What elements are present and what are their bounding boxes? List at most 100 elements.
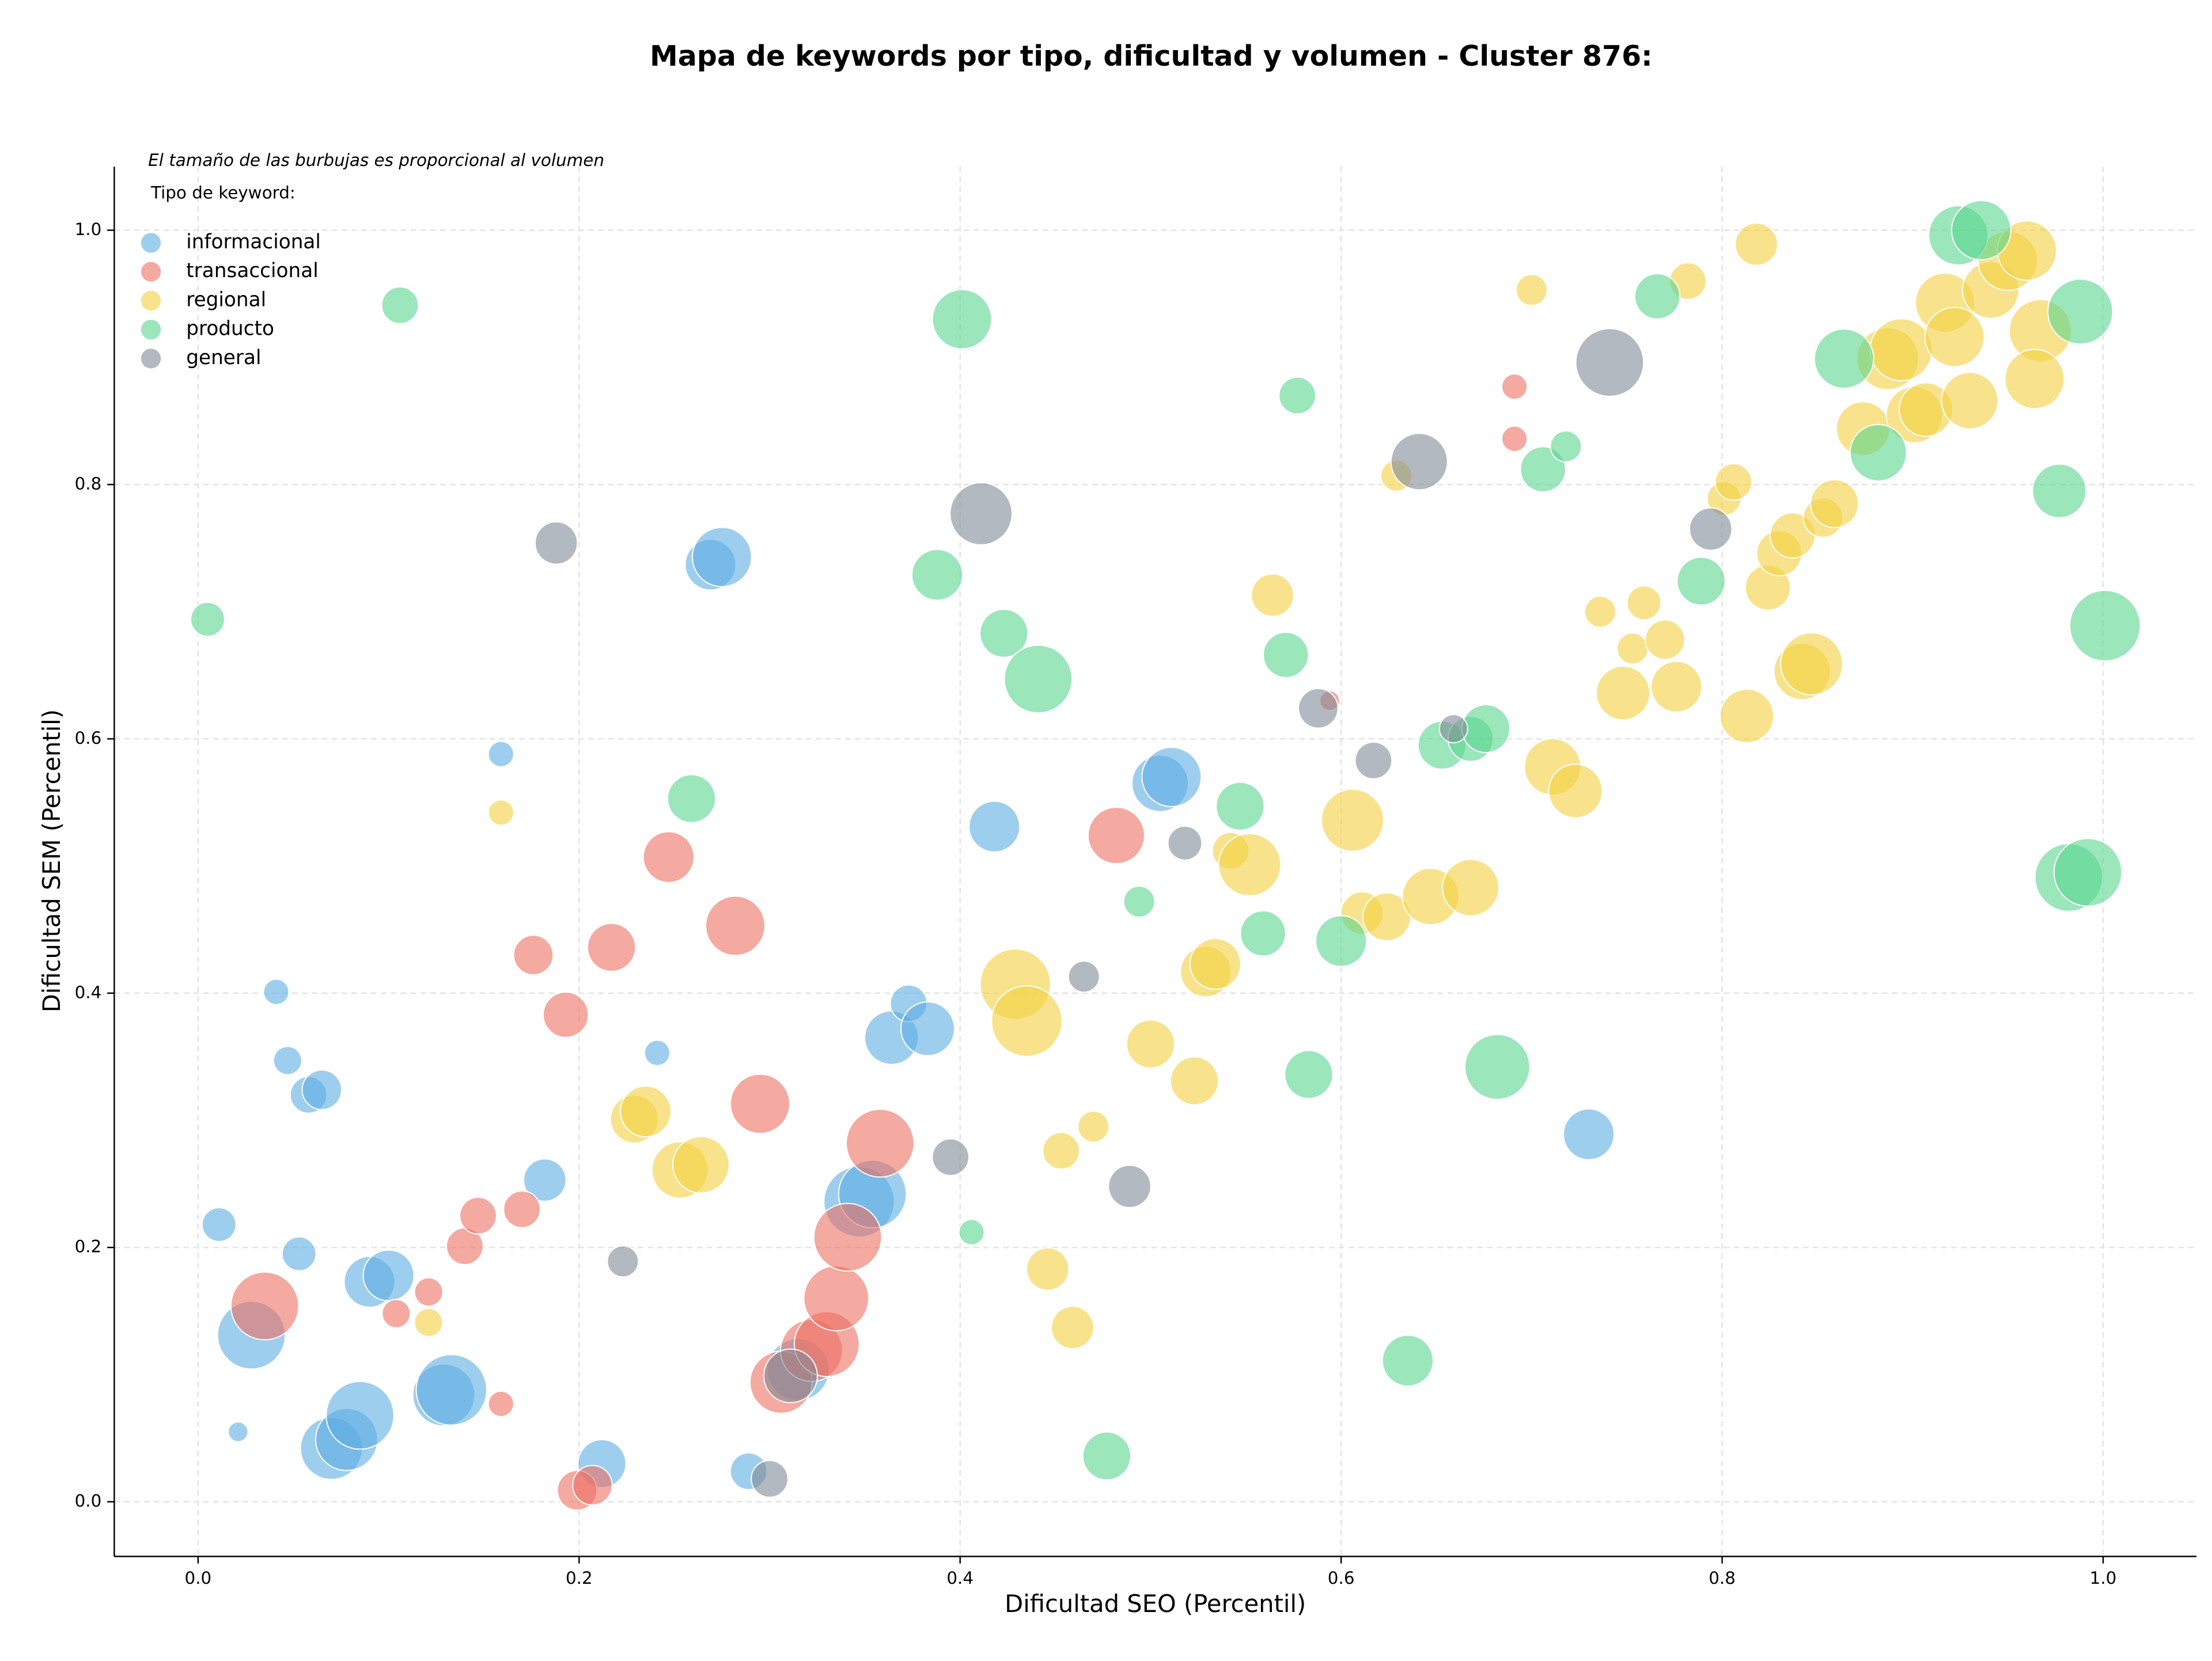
bubble bbox=[1634, 273, 1681, 320]
bubble bbox=[642, 831, 695, 883]
bubble bbox=[1950, 200, 2012, 261]
legend-label: informacional bbox=[186, 230, 321, 253]
bubble bbox=[2004, 349, 2065, 410]
bubble bbox=[586, 922, 637, 972]
bubble bbox=[1676, 557, 1726, 606]
bubble bbox=[523, 1158, 567, 1202]
y-tick-label: 0.8 bbox=[75, 474, 102, 494]
bubble bbox=[190, 601, 225, 637]
legend-label: regional bbox=[186, 288, 266, 311]
bubble bbox=[1108, 1164, 1152, 1208]
bubble bbox=[1381, 1334, 1434, 1387]
bubble bbox=[1563, 1108, 1615, 1160]
bubble bbox=[619, 1085, 672, 1138]
bubble bbox=[1734, 222, 1778, 266]
bubble bbox=[1215, 781, 1265, 831]
bubble bbox=[763, 1348, 818, 1403]
bubble bbox=[513, 934, 554, 975]
x-axis-label: Dificultad SEO (Percentil) bbox=[1005, 1590, 1306, 1618]
bubble bbox=[1501, 373, 1528, 400]
bubble bbox=[730, 1073, 790, 1134]
bubble bbox=[534, 521, 578, 565]
bubble bbox=[1780, 632, 1843, 696]
bubble bbox=[1167, 826, 1203, 861]
y-tick-label: 0.0 bbox=[75, 1491, 102, 1511]
bubble bbox=[1026, 1247, 1070, 1291]
bubble bbox=[1315, 915, 1368, 967]
bubble bbox=[263, 978, 290, 1005]
bubble bbox=[1584, 595, 1616, 628]
bubble bbox=[1087, 807, 1145, 865]
bubble bbox=[991, 985, 1063, 1057]
y-axis-label: Dificultad SEM (Percentil) bbox=[37, 709, 66, 1012]
bubble bbox=[2069, 589, 2141, 662]
bubble bbox=[1689, 507, 1733, 551]
y-tick-label: 0.2 bbox=[75, 1237, 102, 1257]
annotation: El tamaño de las burbujas es proporciona… bbox=[148, 150, 604, 170]
bubble bbox=[230, 1271, 300, 1341]
bubble bbox=[1650, 660, 1703, 713]
y-tick-label: 1.0 bbox=[75, 220, 102, 239]
bubble bbox=[542, 992, 589, 1038]
bubble bbox=[1719, 688, 1775, 744]
bubble bbox=[572, 1465, 613, 1506]
bubble bbox=[666, 774, 717, 823]
bubble bbox=[1714, 463, 1753, 501]
x-tick-label: 0.8 bbox=[1709, 1568, 1736, 1588]
bubble bbox=[931, 1138, 970, 1176]
bubble bbox=[1810, 479, 1859, 528]
bubble bbox=[228, 1421, 249, 1443]
bubble bbox=[1461, 704, 1511, 754]
chart-title: Mapa de keywords por tipo, dificultad y … bbox=[650, 40, 1653, 73]
bubble bbox=[362, 1249, 415, 1301]
bubble bbox=[968, 800, 1021, 853]
bubble bbox=[846, 1108, 915, 1178]
bubble bbox=[672, 1136, 730, 1194]
bubble bbox=[381, 1299, 411, 1329]
bubble bbox=[813, 1202, 882, 1272]
bubble bbox=[1515, 274, 1548, 307]
x-tick-label: 0.4 bbox=[946, 1568, 974, 1588]
bubble bbox=[1464, 1034, 1531, 1100]
bubble bbox=[1321, 788, 1384, 852]
bubbles bbox=[190, 200, 2141, 1511]
bubble bbox=[487, 1390, 514, 1417]
bubble bbox=[414, 1307, 444, 1337]
bubble bbox=[979, 608, 1029, 658]
grid: 0.0 0.2 0.4 0.6 0.8 1.0 0.0 0.2 0.4 0.6 0.8 1.0 bbox=[75, 167, 2197, 1588]
legend-marker bbox=[141, 290, 161, 311]
bubble bbox=[1042, 1132, 1080, 1170]
bubble bbox=[900, 1001, 956, 1057]
legend-marker bbox=[141, 233, 161, 253]
bubble bbox=[415, 1354, 487, 1426]
bubble bbox=[503, 1190, 541, 1228]
bubble bbox=[1548, 763, 1603, 819]
bubble bbox=[691, 527, 752, 588]
bubble bbox=[325, 1380, 395, 1450]
bubble bbox=[911, 548, 964, 601]
bubble bbox=[1354, 741, 1393, 780]
x-tick-label: 1.0 bbox=[2090, 1568, 2117, 1588]
bubble bbox=[1082, 1431, 1131, 1481]
bubble bbox=[1575, 328, 1645, 397]
bubble bbox=[1550, 430, 1582, 463]
bubble bbox=[1438, 714, 1468, 744]
bubble bbox=[1442, 858, 1500, 917]
bubble bbox=[1218, 833, 1282, 896]
bubble bbox=[1123, 885, 1156, 918]
legend-marker bbox=[141, 349, 161, 369]
bubble bbox=[1813, 328, 1874, 389]
bubble bbox=[1645, 619, 1685, 660]
x-tick-label: 0.0 bbox=[185, 1568, 212, 1588]
legend-title: Tipo de keyword: bbox=[150, 183, 296, 202]
bubble bbox=[1169, 1056, 1219, 1106]
bubble bbox=[1067, 960, 1100, 993]
bubble bbox=[1626, 585, 1662, 620]
bubble bbox=[2047, 278, 2113, 345]
bubble bbox=[381, 286, 419, 324]
bubble bbox=[2032, 463, 2087, 519]
bubble bbox=[1251, 573, 1294, 617]
bubble bbox=[1924, 307, 1985, 368]
